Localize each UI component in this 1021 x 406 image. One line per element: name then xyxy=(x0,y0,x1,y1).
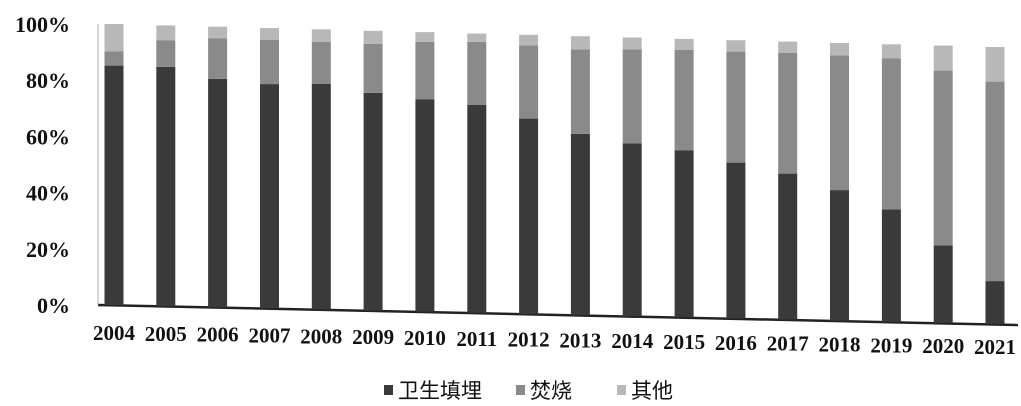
bar-segment-2017-s2 xyxy=(778,52,798,174)
x-tick-label: 2012 xyxy=(508,328,550,352)
x-tick-label: 2016 xyxy=(715,331,757,355)
bar-segment-2012-s2 xyxy=(519,45,539,119)
bar-segment-2015-s3 xyxy=(674,38,694,50)
x-tick-label: 2019 xyxy=(870,333,912,357)
x-tick-label: 2010 xyxy=(404,326,446,350)
bar-segment-2012-s3 xyxy=(519,34,539,46)
y-tick-label: 80% xyxy=(26,68,70,93)
bar-segment-2017-s3 xyxy=(778,41,798,53)
legend-label: 焚烧 xyxy=(530,379,572,403)
x-tick-label: 2014 xyxy=(611,329,654,353)
bar-segment-2010-s3 xyxy=(415,32,435,42)
bar-segment-2014-s3 xyxy=(622,37,642,50)
bar-segment-2021-s1 xyxy=(985,281,1005,324)
bar-segment-2008-s3 xyxy=(311,29,331,42)
y-tick-label: 60% xyxy=(26,124,70,149)
bar-segment-2009-s2 xyxy=(363,43,383,93)
bar-segment-2011-s2 xyxy=(467,41,487,105)
bar-segment-2014-s2 xyxy=(622,49,642,144)
chart-legend: 卫生填埋 焚烧 其他 xyxy=(384,379,673,403)
x-tick-label: 2017 xyxy=(767,332,809,356)
bar-segment-2009-s3 xyxy=(363,30,383,44)
y-tick-label: 0% xyxy=(37,293,70,318)
bar-segment-2004-s1 xyxy=(104,65,124,305)
x-tick-label: 2018 xyxy=(819,333,861,357)
x-tick-label: 2011 xyxy=(456,327,497,351)
x-axis-line xyxy=(97,303,1019,327)
x-tick-label: 2020 xyxy=(922,334,964,358)
x-tick-label: 2013 xyxy=(559,328,601,352)
chart-bars xyxy=(104,24,1005,324)
bar-segment-2006-s1 xyxy=(208,78,228,308)
bar-segment-2016-s1 xyxy=(726,162,746,319)
bar-segment-2010-s1 xyxy=(415,99,435,312)
bar-segment-2018-s3 xyxy=(830,42,849,56)
bar-segment-2020-s2 xyxy=(933,70,953,246)
bar-segment-2007-s3 xyxy=(260,28,279,40)
bar-segment-2015-s2 xyxy=(674,50,694,151)
legend-label: 卫生填埋 xyxy=(398,379,482,403)
bar-segment-2021-s3 xyxy=(985,47,1005,82)
bar-segment-2009-s1 xyxy=(363,92,383,311)
y-tick-label: 40% xyxy=(26,181,70,206)
bar-segment-2012-s1 xyxy=(519,118,539,314)
bar-segment-2010-s2 xyxy=(415,41,435,100)
x-tick-label: 2004 xyxy=(93,321,136,345)
x-tick-label: 2021 xyxy=(974,335,1016,359)
bar-segment-2018-s2 xyxy=(830,55,849,191)
legend-swatch xyxy=(516,385,525,395)
bar-segment-2005-s3 xyxy=(156,25,176,41)
bar-segment-2007-s2 xyxy=(260,39,279,85)
bar-segment-2011-s1 xyxy=(467,104,487,313)
bar-segment-2019-s1 xyxy=(881,209,901,322)
bar-segment-2020-s3 xyxy=(933,45,953,71)
bar-segment-2005-s2 xyxy=(156,40,176,67)
bar-segment-2019-s2 xyxy=(881,58,901,210)
y-tick-label: 20% xyxy=(26,237,70,262)
legend-label: 其他 xyxy=(631,379,673,403)
bar-segment-2007-s1 xyxy=(260,84,279,309)
legend-swatch xyxy=(384,385,393,395)
legend-swatch xyxy=(617,385,626,395)
bar-segment-2008-s2 xyxy=(311,41,331,84)
x-tick-label: 2015 xyxy=(663,330,705,354)
bar-segment-2013-s3 xyxy=(570,36,590,50)
bar-segment-2004-s3 xyxy=(104,24,124,52)
x-tick-label: 2007 xyxy=(249,324,291,348)
bar-segment-2004-s2 xyxy=(104,51,124,66)
x-tick-label: 2008 xyxy=(300,324,342,348)
x-tick-label: 2006 xyxy=(197,323,239,347)
y-tick-label: 100% xyxy=(15,12,70,37)
bar-segment-2018-s1 xyxy=(830,190,849,321)
x-tick-labels: 2004 2005 2006 2007 2008 2009 2010 2011 2012 2013… xyxy=(93,321,1016,359)
bar-segment-2006-s3 xyxy=(208,26,228,39)
bar-segment-2017-s1 xyxy=(778,173,798,320)
bar-segment-2020-s1 xyxy=(933,245,953,323)
bar-segment-2013-s2 xyxy=(570,49,590,134)
bar-segment-2005-s1 xyxy=(156,66,176,307)
bar-segment-2016-s3 xyxy=(726,40,746,52)
bar-segment-2013-s1 xyxy=(570,133,590,316)
x-tick-label: 2009 xyxy=(352,325,394,349)
bar-segment-2019-s3 xyxy=(881,44,901,59)
bar-segment-2014-s1 xyxy=(622,143,642,317)
bar-segment-2011-s3 xyxy=(467,33,487,42)
y-tick-labels: 0% 20% 40% 60% 80% 100% xyxy=(15,12,70,318)
bar-segment-2016-s2 xyxy=(726,51,746,163)
bar-segment-2015-s1 xyxy=(674,150,694,318)
bar-segment-2006-s2 xyxy=(208,38,228,79)
chart-axes xyxy=(97,24,1019,327)
x-tick-label: 2005 xyxy=(145,322,187,346)
bar-segment-2008-s1 xyxy=(311,83,331,310)
bar-segment-2021-s2 xyxy=(985,81,1005,281)
